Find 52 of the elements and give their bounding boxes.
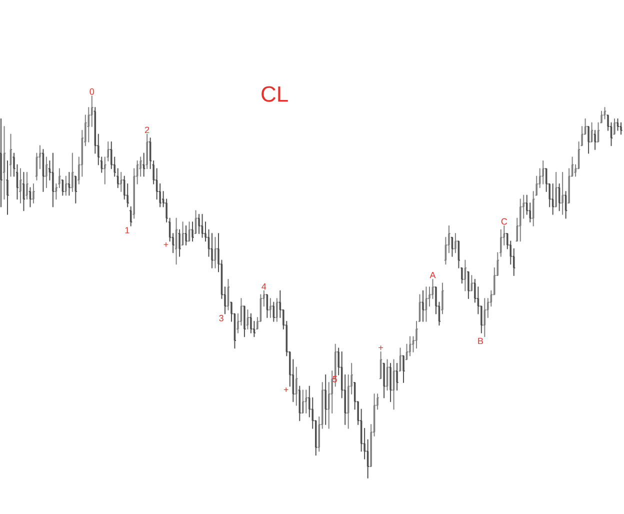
candlestick	[275, 298, 279, 322]
candlestick	[421, 290, 425, 322]
candlestick	[593, 130, 597, 150]
candlestick	[64, 176, 68, 196]
candlestick	[324, 374, 328, 426]
text: B	[478, 338, 483, 344]
candlestick	[619, 122, 623, 135]
text: 2	[145, 126, 150, 133]
candlestick	[541, 160, 545, 184]
candlestick	[612, 118, 616, 135]
candlestick	[70, 152, 74, 192]
candlestick	[395, 362, 399, 391]
text: C	[501, 218, 508, 225]
text: +	[164, 242, 168, 247]
candlestick	[210, 233, 214, 268]
candlestick	[119, 172, 123, 192]
candlestick	[32, 183, 36, 204]
text: 1	[125, 227, 130, 234]
candlestick	[554, 172, 558, 208]
text: 3	[219, 314, 224, 322]
candlestick	[190, 222, 194, 242]
candlestick	[145, 134, 149, 170]
candlestick	[294, 366, 298, 406]
candlestick	[249, 313, 253, 334]
chart-title: CL	[262, 86, 288, 102]
text: +	[284, 388, 288, 392]
text: 5	[332, 376, 338, 382]
candlestick	[408, 336, 412, 356]
candlestick	[560, 172, 564, 215]
candlestick	[586, 126, 590, 154]
candlestick	[44, 156, 48, 188]
candlestick	[242, 306, 246, 338]
text: 4	[262, 283, 266, 290]
candlestick	[388, 362, 392, 402]
candlestick	[440, 282, 444, 314]
candlestick	[268, 298, 272, 318]
candlestick	[6, 160, 10, 215]
text: +	[378, 346, 383, 350]
candlestick	[197, 214, 201, 234]
text: 0	[90, 88, 94, 95]
text: A	[430, 272, 436, 278]
candlestick	[454, 233, 458, 254]
candlestick	[0, 118, 3, 208]
candlestick	[184, 225, 188, 246]
candlestick	[25, 172, 29, 200]
candlestick	[466, 271, 470, 299]
candlestick	[51, 152, 55, 208]
candlestick	[382, 362, 386, 398]
candlestick	[178, 229, 182, 257]
candlestick	[402, 355, 406, 383]
candlestick	[301, 390, 305, 414]
candlestick	[18, 168, 22, 204]
